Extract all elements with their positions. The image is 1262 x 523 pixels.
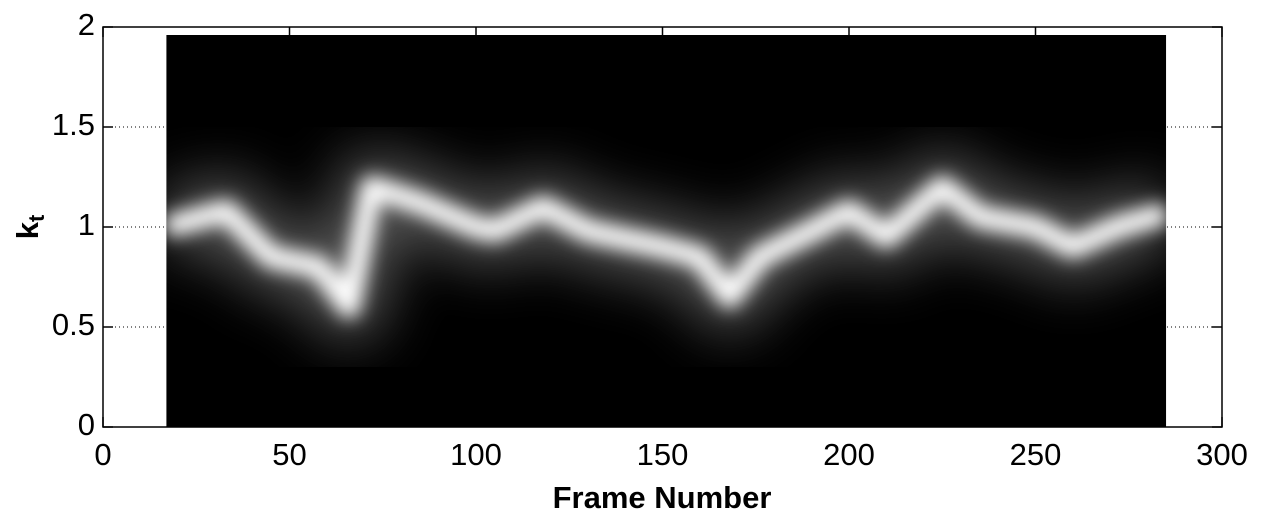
y-axis-label-main: k xyxy=(10,221,45,239)
y-tick-label: 0.5 xyxy=(52,307,95,342)
x-tick-label: 0 xyxy=(94,437,111,472)
x-tick-label: 50 xyxy=(272,437,306,472)
x-tick-label: 250 xyxy=(1010,437,1062,472)
y-tick-label: 2 xyxy=(78,7,95,42)
y-tick-label: 0 xyxy=(78,407,95,442)
ridge xyxy=(166,176,1167,318)
y-axis-label-sub: t xyxy=(24,214,49,222)
x-axis-label: Frame Number xyxy=(553,480,772,515)
heatmap-content xyxy=(166,152,1167,342)
x-tick-label: 150 xyxy=(637,437,689,472)
x-tick-label: 300 xyxy=(1196,437,1248,472)
y-tick-label: 1 xyxy=(78,207,95,242)
y-tick-label: 1.5 xyxy=(52,107,95,142)
x-tick-label: 200 xyxy=(823,437,875,472)
x-tick-label: 100 xyxy=(450,437,502,472)
y-axis-label: kt xyxy=(10,214,49,239)
